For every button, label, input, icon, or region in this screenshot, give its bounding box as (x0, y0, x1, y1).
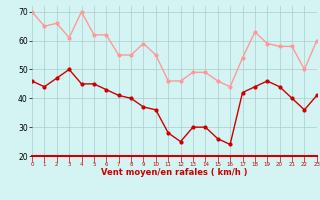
X-axis label: Vent moyen/en rafales ( km/h ): Vent moyen/en rafales ( km/h ) (101, 168, 248, 177)
